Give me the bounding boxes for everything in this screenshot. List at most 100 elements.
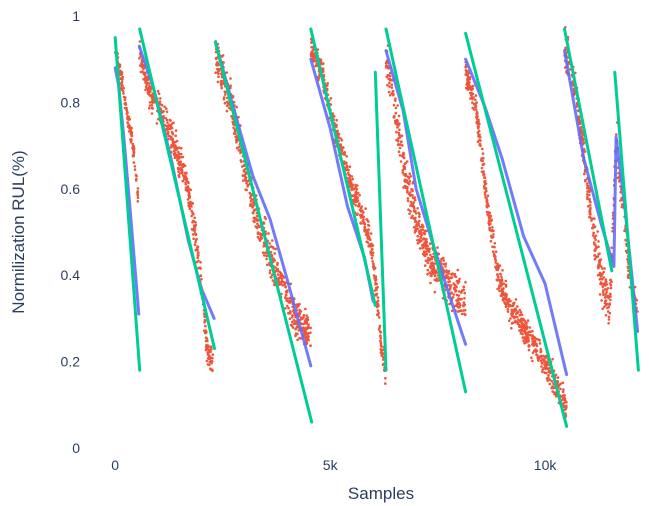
actual-point [310, 46, 313, 49]
actual-point [372, 263, 375, 266]
actual-point [609, 293, 612, 296]
actual-point [589, 204, 592, 207]
actual-point [189, 207, 192, 210]
actual-point [374, 289, 377, 292]
actual-point [264, 252, 267, 255]
actual-point [218, 69, 221, 72]
actual-point [427, 269, 430, 272]
actual-point [176, 140, 179, 143]
actual-point [378, 326, 381, 329]
actual-point [562, 398, 565, 401]
actual-point [139, 64, 142, 67]
actual-point [170, 138, 173, 141]
actual-point [418, 216, 421, 219]
actual-point [484, 180, 487, 183]
actual-point [507, 308, 510, 311]
actual-point [128, 116, 131, 119]
actual-point [597, 240, 600, 243]
actual-point [270, 276, 273, 279]
actual-point [137, 187, 140, 190]
actual-point [170, 124, 173, 127]
actual-point [174, 135, 177, 138]
actual-point [196, 256, 199, 259]
actual-point [123, 87, 126, 90]
actual-point [369, 245, 372, 248]
actual-point [488, 223, 491, 226]
actual-point [333, 115, 336, 118]
actual-point [477, 123, 480, 126]
actual-point [426, 241, 429, 244]
actual-point [410, 201, 413, 204]
actual-point [126, 121, 129, 124]
actual-point [281, 281, 284, 284]
actual-point [220, 83, 223, 86]
actual-point [520, 328, 523, 331]
actual-point [400, 160, 403, 163]
actual-point [321, 63, 324, 66]
actual-point [493, 253, 496, 256]
actual-point [192, 237, 195, 240]
actual-point [597, 267, 600, 270]
actual-point [287, 300, 290, 303]
actual-point [494, 242, 497, 245]
actual-point [483, 187, 486, 190]
actual-point [351, 175, 354, 178]
actual-point [609, 299, 612, 302]
actual-point [549, 383, 552, 386]
actual-point [584, 180, 587, 183]
actual-point [370, 250, 373, 253]
actual-point [279, 271, 282, 274]
actual-point [601, 283, 604, 286]
actual-point [399, 154, 402, 157]
actual-point [170, 146, 173, 149]
actual-point [497, 276, 500, 279]
actual-point [355, 190, 358, 193]
actual-point [371, 257, 374, 260]
actual-point [263, 254, 266, 257]
actual-point [363, 226, 366, 229]
actual-point [278, 277, 281, 280]
actual-point [436, 246, 439, 249]
actual-point [191, 228, 194, 231]
actual-point [124, 102, 127, 105]
actual-point [609, 312, 612, 315]
actual-point [406, 179, 409, 182]
actual-point [175, 146, 178, 149]
actual-point [356, 214, 359, 217]
actual-point [604, 288, 607, 291]
actual-point [282, 275, 285, 278]
actual-point [583, 173, 586, 176]
actual-point [187, 182, 190, 185]
actual-point [599, 293, 602, 296]
actual-point [126, 112, 129, 115]
actual-point [524, 320, 527, 323]
actual-point [375, 287, 378, 290]
actual-point [147, 78, 150, 81]
actual-point [529, 326, 532, 329]
actual-point [184, 176, 187, 179]
actual-point [472, 85, 475, 88]
actual-point [580, 126, 583, 129]
actual-point [129, 138, 132, 141]
actual-point [465, 71, 468, 74]
actual-point [425, 243, 428, 246]
actual-point [211, 369, 214, 372]
actual-point [166, 121, 169, 124]
actual-point [520, 332, 523, 335]
actual-point [467, 86, 470, 89]
actual-point [401, 144, 404, 147]
actual-point [600, 299, 603, 302]
actual-point [407, 182, 410, 185]
actual-point [519, 325, 522, 328]
actual-point [547, 374, 550, 377]
actual-point [528, 345, 531, 348]
actual-point [505, 280, 508, 283]
actual-point [144, 74, 147, 77]
actual-point [547, 370, 550, 373]
actual-point [412, 206, 415, 209]
actual-point [396, 126, 399, 129]
actual-point [343, 152, 346, 155]
actual-point [134, 168, 137, 171]
actual-point [523, 323, 526, 326]
actual-point [208, 364, 211, 367]
